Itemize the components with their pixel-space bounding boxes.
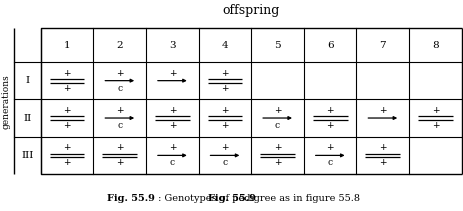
- Text: 7: 7: [379, 41, 385, 50]
- Text: +: +: [63, 84, 71, 93]
- Text: Fig. 55.9: Fig. 55.9: [107, 194, 155, 203]
- Text: +: +: [221, 143, 228, 152]
- Text: +: +: [63, 106, 71, 115]
- Text: +: +: [63, 143, 71, 152]
- Text: +: +: [378, 106, 386, 115]
- Text: +: +: [116, 106, 123, 115]
- Text: +: +: [63, 158, 71, 167]
- Text: c: c: [327, 158, 332, 167]
- Text: generations: generations: [2, 74, 11, 129]
- Text: +: +: [431, 106, 438, 115]
- Text: c: c: [117, 121, 122, 130]
- Text: +: +: [168, 69, 176, 78]
- Text: +: +: [116, 158, 123, 167]
- Text: Fig. 55.9: Fig. 55.9: [207, 194, 256, 203]
- Text: +: +: [221, 121, 228, 130]
- Text: +: +: [273, 158, 281, 167]
- Text: : Genotypes of pedigree as in figure 55.8: : Genotypes of pedigree as in figure 55.…: [155, 194, 360, 203]
- Text: c: c: [275, 121, 280, 130]
- Text: offspring: offspring: [222, 4, 279, 17]
- Text: 8: 8: [431, 41, 438, 50]
- Text: +: +: [221, 84, 228, 93]
- Text: +: +: [116, 69, 123, 78]
- Text: +: +: [221, 106, 228, 115]
- Text: +: +: [168, 121, 176, 130]
- Text: 4: 4: [221, 41, 228, 50]
- Text: +: +: [168, 106, 176, 115]
- Text: +: +: [273, 106, 281, 115]
- Text: 2: 2: [116, 41, 123, 50]
- Text: c: c: [117, 84, 122, 93]
- Text: II: II: [23, 114, 31, 123]
- Text: 5: 5: [274, 41, 280, 50]
- Text: +: +: [431, 121, 438, 130]
- Text: +: +: [325, 106, 333, 115]
- Text: III: III: [21, 151, 33, 160]
- Text: +: +: [378, 158, 386, 167]
- Text: +: +: [221, 69, 228, 78]
- Text: +: +: [325, 121, 333, 130]
- Text: +: +: [378, 143, 386, 152]
- Text: 3: 3: [169, 41, 175, 50]
- Text: I: I: [25, 76, 29, 85]
- Text: c: c: [169, 158, 175, 167]
- Text: +: +: [63, 121, 71, 130]
- Text: 6: 6: [326, 41, 333, 50]
- Text: +: +: [63, 69, 71, 78]
- Text: +: +: [168, 143, 176, 152]
- Text: 1: 1: [64, 41, 70, 50]
- Text: c: c: [222, 158, 227, 167]
- Text: +: +: [325, 143, 333, 152]
- Text: +: +: [116, 143, 123, 152]
- Text: +: +: [273, 143, 281, 152]
